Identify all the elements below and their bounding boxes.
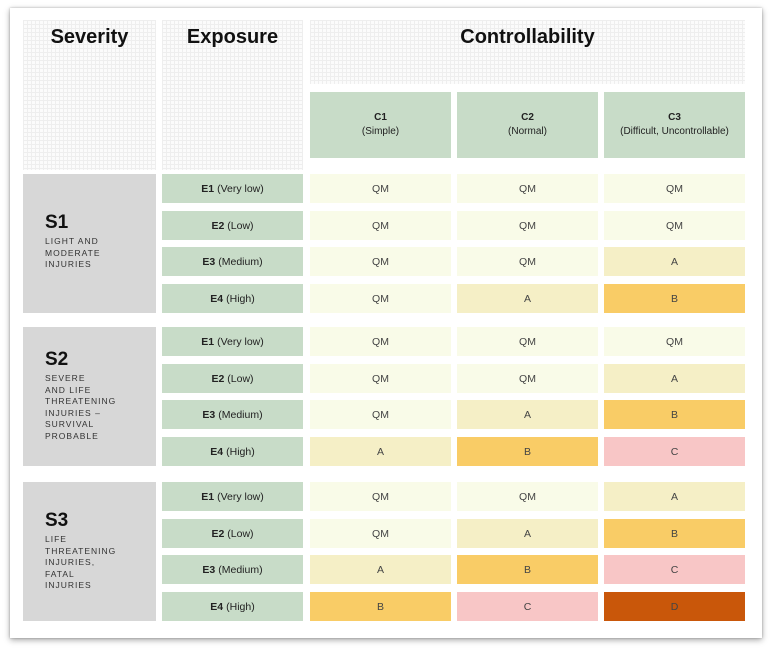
exposure-description: (Very low) <box>217 182 264 195</box>
exposure-e4: E4 (High) <box>162 284 303 313</box>
rating-cell: B <box>604 519 745 548</box>
controllability-column-c2: C2 (Normal) <box>457 92 598 158</box>
rating-cell: QM <box>310 247 451 276</box>
severity-description: LIFE THREATENING INJURIES, FATAL INJURIE… <box>45 534 117 590</box>
rating-cell: B <box>604 284 745 313</box>
controllability-column-c1: C1 (Simple) <box>310 92 451 158</box>
exposure-e4: E4 (High) <box>162 437 303 466</box>
exposure-description: (Very low) <box>217 490 264 503</box>
exposure-code: E3 <box>202 255 216 268</box>
controllability-header: Controllability <box>460 26 595 48</box>
asil-matrix: Severity Exposure Controllability C1 (Simple… <box>10 8 762 638</box>
rating-cell: D <box>604 592 745 621</box>
rating-cell: C <box>457 592 598 621</box>
exposure-description: (Low) <box>227 527 254 540</box>
rating-cell: A <box>310 437 451 466</box>
controllability-code: C3 <box>668 112 681 123</box>
exposure-header: Exposure <box>186 26 279 48</box>
exposure-description: (High) <box>226 292 255 305</box>
exposure-e4: E4 (High) <box>162 592 303 621</box>
rating-cell: QM <box>310 211 451 240</box>
severity-code: S2 <box>45 349 69 370</box>
header-panel-severity <box>23 20 156 170</box>
header-panel-exposure <box>162 20 303 170</box>
severity-s2: S2 SEVERE AND LIFE THREATENING INJURIES –… <box>23 327 156 466</box>
rating-cell: A <box>604 247 745 276</box>
rating-cell: B <box>604 400 745 429</box>
exposure-e3: E3 (Medium) <box>162 555 303 584</box>
severity-description: SEVERE AND LIFE THREATENING INJURIES – S… <box>45 373 117 441</box>
rating-cell: A <box>457 519 598 548</box>
severity-header: Severity <box>50 26 129 48</box>
severity-s3: S3 LIFE THREATENING INJURIES, FATAL INJUR… <box>23 482 156 621</box>
exposure-description: (High) <box>226 445 255 458</box>
rating-cell: QM <box>310 400 451 429</box>
exposure-code: E3 <box>202 563 216 576</box>
rating-cell: QM <box>310 364 451 393</box>
exposure-e2: E2 (Low) <box>162 364 303 393</box>
severity-s1: S1 LIGHT AND MODERATE INJURIES <box>23 174 156 313</box>
exposure-e1: E1 (Very low) <box>162 327 303 356</box>
controllability-description: (Difficult, Uncontrollable) <box>620 126 729 137</box>
exposure-e3: E3 (Medium) <box>162 400 303 429</box>
rating-cell: B <box>457 437 598 466</box>
exposure-code: E4 <box>210 445 224 458</box>
controllability-description: (Simple) <box>361 126 400 137</box>
severity-code: S1 <box>45 212 69 233</box>
rating-cell: QM <box>310 174 451 203</box>
rating-cell: QM <box>457 247 598 276</box>
rating-cell: A <box>604 482 745 511</box>
rating-cell: B <box>457 555 598 584</box>
rating-cell: QM <box>604 327 745 356</box>
controllability-code: C2 <box>521 112 534 123</box>
exposure-code: E4 <box>210 292 224 305</box>
exposure-code: E2 <box>211 527 225 540</box>
exposure-e1: E1 (Very low) <box>162 174 303 203</box>
exposure-e3: E3 (Medium) <box>162 247 303 276</box>
rating-cell: B <box>310 592 451 621</box>
severity-description: LIGHT AND MODERATE INJURIES <box>45 236 101 269</box>
exposure-code: E1 <box>201 335 215 348</box>
rating-cell: A <box>457 284 598 313</box>
exposure-description: (Medium) <box>218 255 263 268</box>
exposure-description: (High) <box>226 600 255 613</box>
exposure-code: E1 <box>201 182 215 195</box>
rating-cell: QM <box>310 327 451 356</box>
rating-cell: QM <box>604 174 745 203</box>
exposure-description: (Medium) <box>218 408 263 421</box>
exposure-e2: E2 (Low) <box>162 211 303 240</box>
exposure-code: E2 <box>211 219 225 232</box>
exposure-description: (Very low) <box>217 335 264 348</box>
rating-cell: C <box>604 555 745 584</box>
rating-cell: A <box>604 364 745 393</box>
controllability-column-c3: C3 (Difficult, Uncontrollable) <box>604 92 745 158</box>
exposure-code: E1 <box>201 490 215 503</box>
rating-cell: A <box>310 555 451 584</box>
exposure-description: (Medium) <box>218 563 263 576</box>
rating-cell: A <box>457 400 598 429</box>
rating-cell: QM <box>457 482 598 511</box>
exposure-e1: E1 (Very low) <box>162 482 303 511</box>
rating-cell: QM <box>310 519 451 548</box>
rating-cell: QM <box>457 211 598 240</box>
rating-cell: QM <box>457 174 598 203</box>
rating-cell: QM <box>604 211 745 240</box>
controllability-description: (Normal) <box>508 126 547 137</box>
rating-cell: QM <box>457 327 598 356</box>
header-panel-controllability <box>310 20 745 84</box>
rating-cell: QM <box>310 482 451 511</box>
exposure-code: E3 <box>202 408 216 421</box>
exposure-description: (Low) <box>227 219 254 232</box>
exposure-e2: E2 (Low) <box>162 519 303 548</box>
exposure-description: (Low) <box>227 372 254 385</box>
controllability-code: C1 <box>374 112 387 123</box>
rating-cell: QM <box>310 284 451 313</box>
rating-cell: QM <box>457 364 598 393</box>
exposure-code: E2 <box>211 372 225 385</box>
rating-cell: C <box>604 437 745 466</box>
exposure-code: E4 <box>210 600 224 613</box>
severity-code: S3 <box>45 510 69 531</box>
